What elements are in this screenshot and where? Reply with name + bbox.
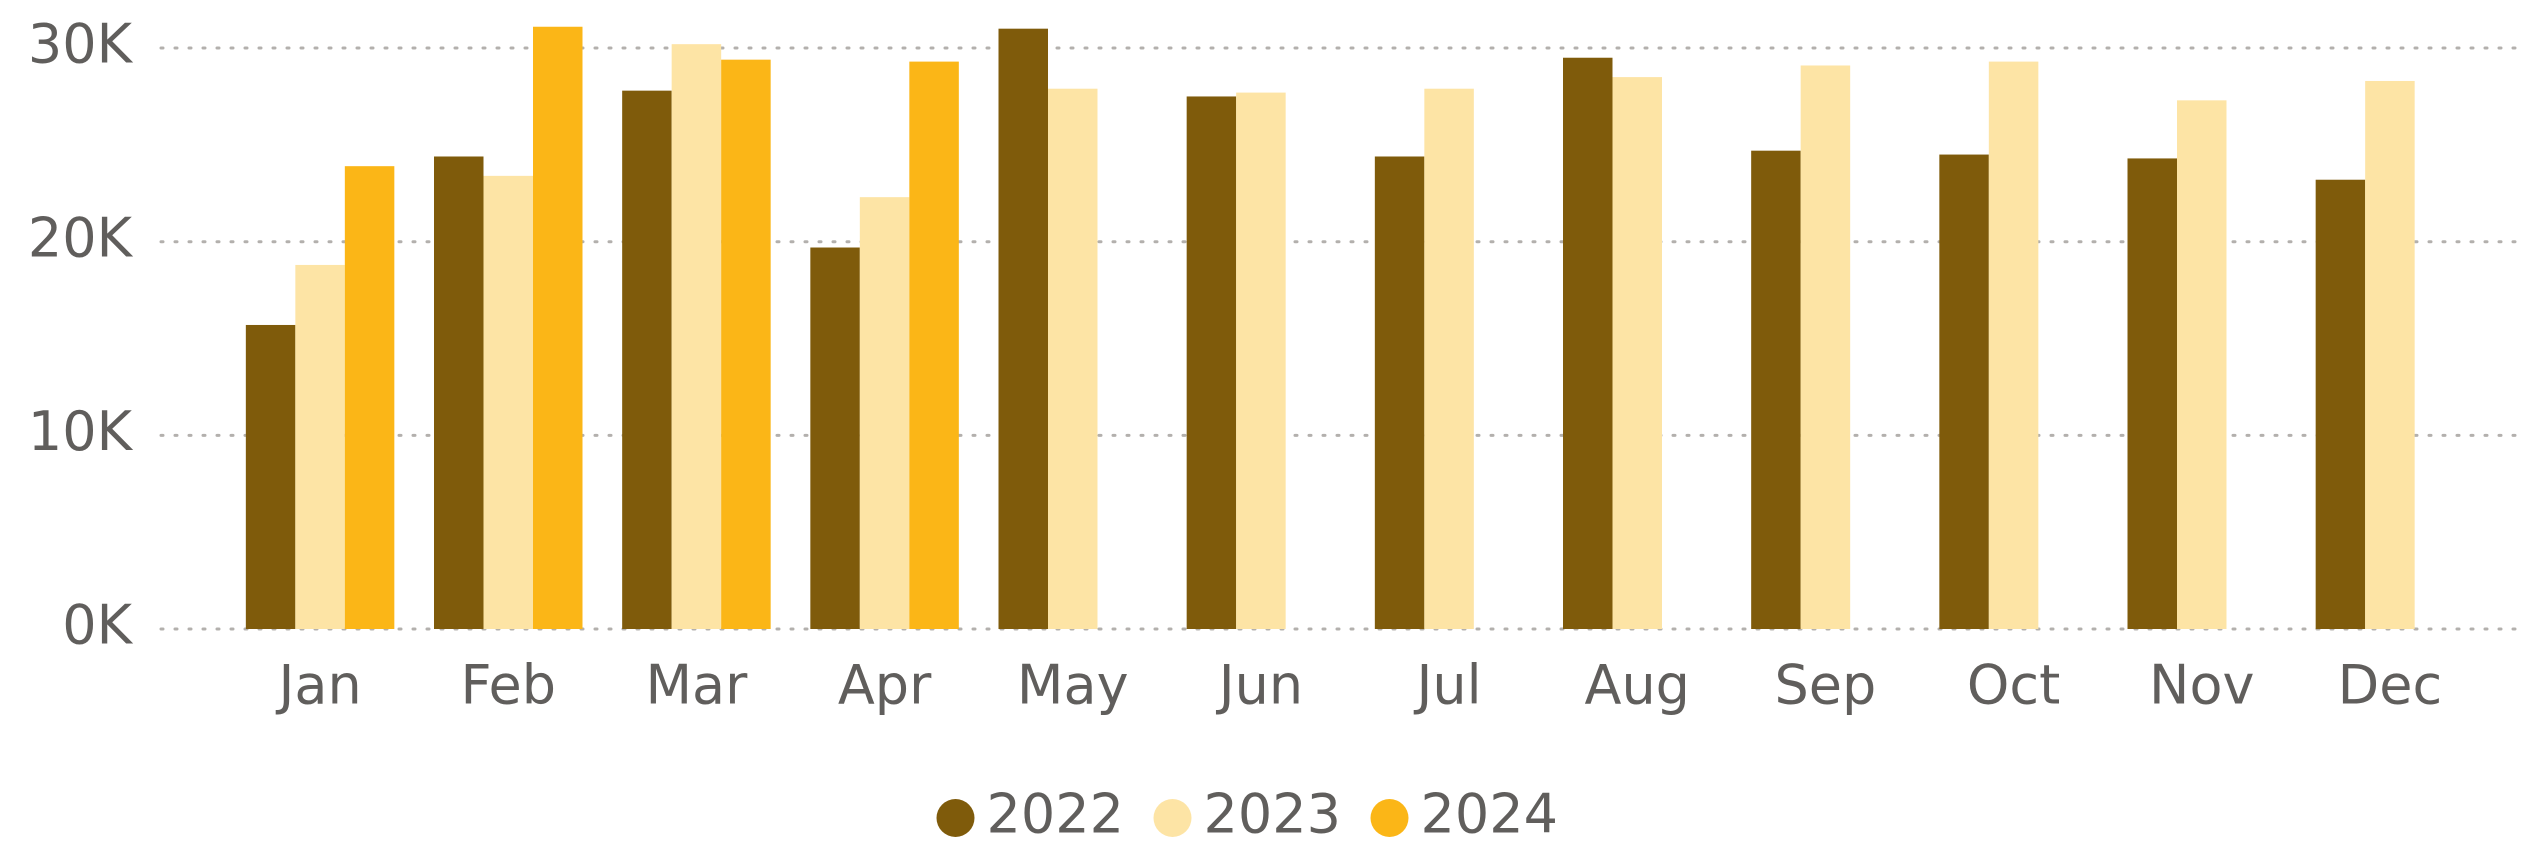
bar: [1048, 88, 1098, 629]
legend-label: 2022: [987, 783, 1124, 846]
bar: [810, 247, 860, 629]
bar: [622, 90, 672, 629]
x-tick-label: Aug: [1585, 654, 1690, 717]
x-tick-label: Apr: [838, 654, 932, 717]
bar: [2315, 179, 2366, 629]
legend-marker: [936, 799, 975, 837]
bar: [2177, 100, 2227, 630]
y-tick-label: 20K: [28, 206, 134, 269]
legend-label: 2024: [1421, 783, 1558, 846]
bar: [1612, 77, 1662, 630]
legend-marker: [1153, 799, 1192, 837]
bar: [671, 44, 722, 629]
bar: [1563, 57, 1613, 629]
bar: [295, 264, 345, 629]
bar: [1800, 65, 1851, 629]
x-tick-label: Dec: [2338, 654, 2443, 717]
x-tick-label: Nov: [2149, 654, 2254, 717]
bar: [1236, 92, 1286, 630]
bar: [245, 324, 296, 629]
x-tick-label: Jul: [1414, 654, 1482, 717]
bar: [2127, 158, 2177, 629]
bar: [1939, 154, 1989, 630]
x-tick-label: Oct: [1967, 654, 2060, 717]
x-tick-label: Jun: [1216, 654, 1303, 717]
bar: [434, 156, 484, 629]
legend-marker: [1370, 799, 1409, 837]
bar: [1751, 150, 1801, 629]
bar: [533, 26, 583, 629]
y-tick-label: 0K: [62, 594, 133, 657]
x-tick-label: Feb: [460, 654, 556, 717]
x-tick-label: Sep: [1775, 654, 1877, 717]
y-tick-label: 10K: [28, 400, 134, 463]
bar: [1186, 96, 1237, 629]
bar: [859, 197, 910, 629]
bar: [2365, 80, 2415, 629]
bar: [344, 166, 395, 629]
y-tick-label: 30K: [28, 13, 134, 76]
bar: [998, 28, 1048, 629]
bar: [483, 175, 533, 629]
bar: [1424, 88, 1474, 629]
x-tick-label: May: [1017, 654, 1129, 717]
bar: [1374, 156, 1425, 629]
legend-label: 2023: [1204, 783, 1341, 846]
bar: [1988, 61, 2039, 630]
x-tick-label: Jan: [275, 654, 361, 717]
x-tick-label: Mar: [645, 654, 748, 717]
bar: [721, 59, 771, 629]
bar: [909, 61, 959, 630]
